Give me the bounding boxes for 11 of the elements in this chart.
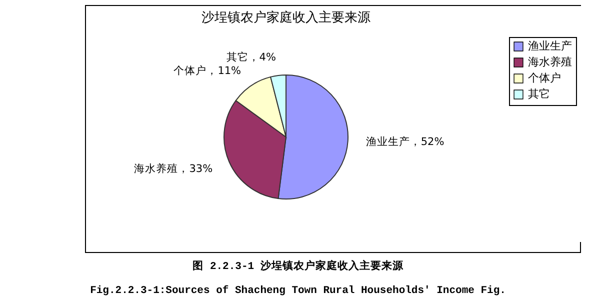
data-label: 海水养殖，33%	[134, 162, 213, 175]
chart-title: 沙埕镇农户家庭收入主要来源	[202, 10, 370, 26]
legend-label: 海水养殖	[528, 56, 572, 68]
data-label: 个体户，11%	[174, 64, 242, 77]
legend-label: 其它	[528, 88, 550, 100]
caption: 图 2.2.3-1 沙埕镇农户家庭收入主要来源	[192, 259, 404, 273]
data-label: 渔业生产，52%	[366, 135, 444, 148]
legend-label: 渔业生产	[528, 40, 572, 52]
caption: Fig.2.2.3-1:Sources of Shacheng Town Rural Households' Income Fig.	[89, 285, 507, 297]
data-label: 其它，4%	[226, 50, 276, 64]
legend-label: 个体户	[528, 72, 561, 84]
